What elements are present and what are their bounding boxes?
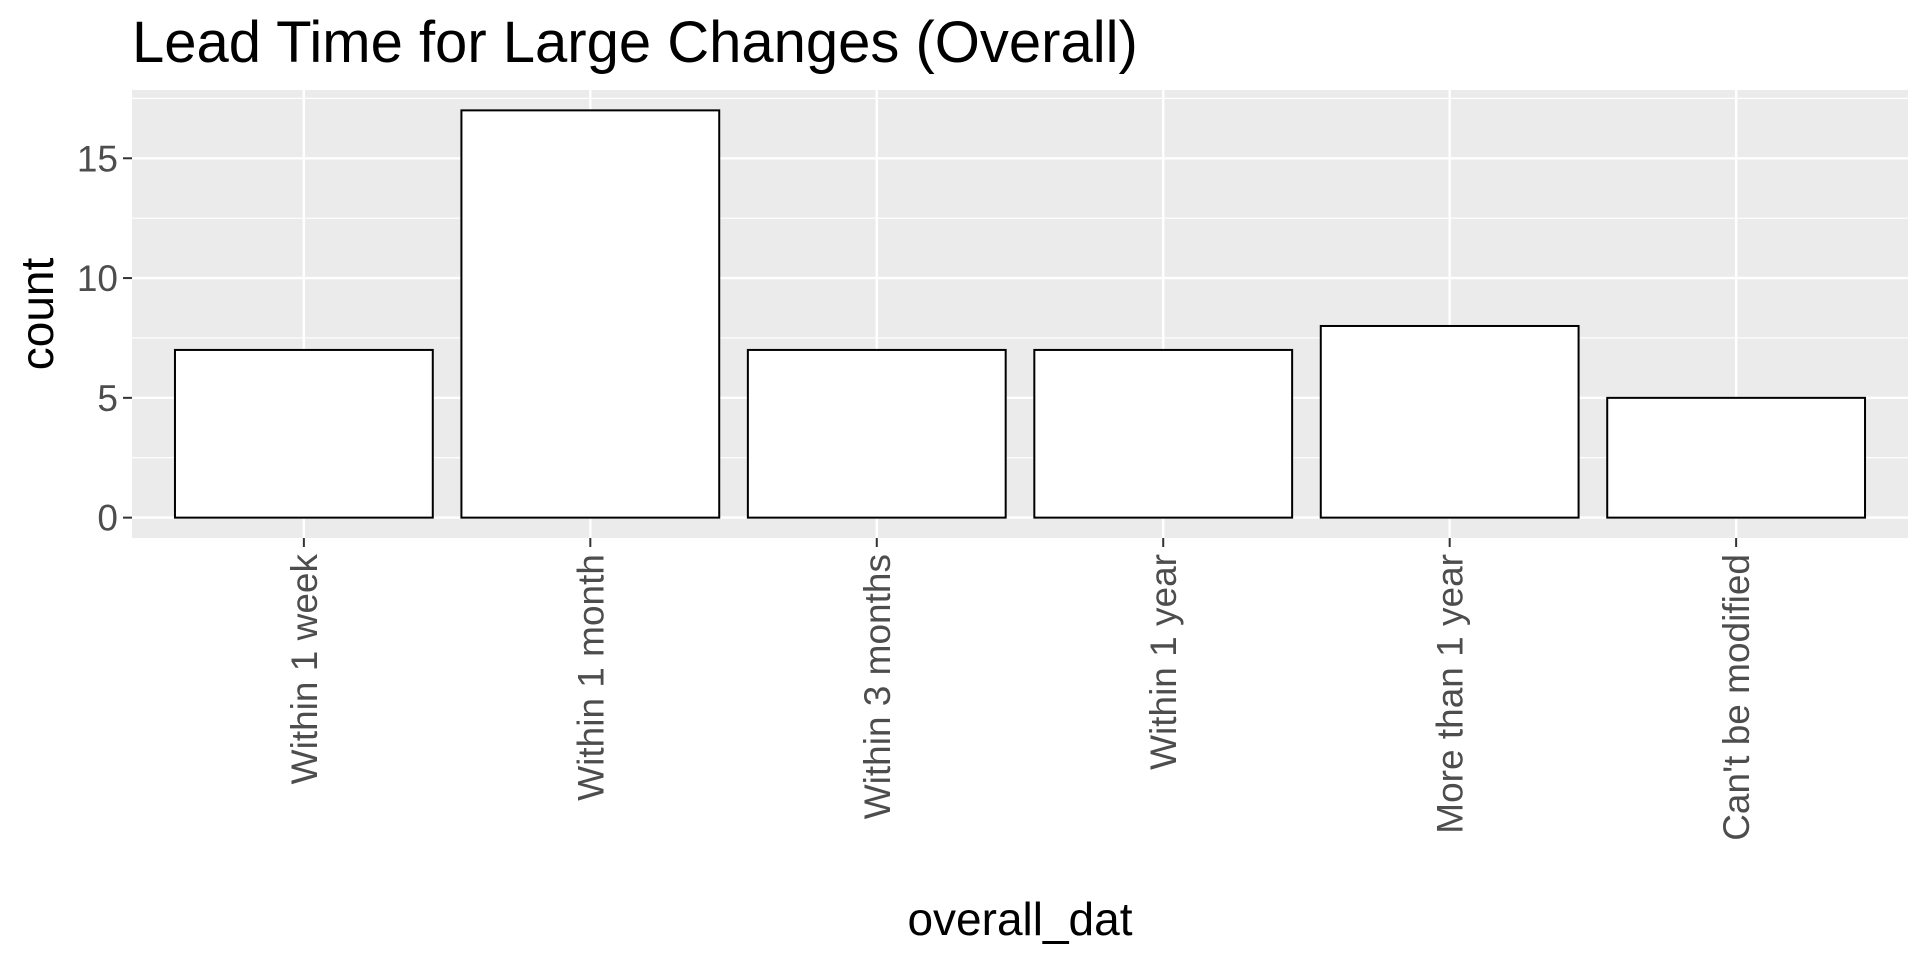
y-axis-title: count xyxy=(11,258,63,371)
y-tick-label: 5 xyxy=(97,378,118,419)
x-axis-title: overall_dat xyxy=(907,893,1132,945)
x-axis: Within 1 week Within 1 month Within 3 mont… xyxy=(284,538,1757,841)
chart-title: Lead Time for Large Changes (Overall) xyxy=(132,10,1138,75)
y-tick-label: 0 xyxy=(97,498,118,539)
bar xyxy=(460,109,721,519)
x-tick-label: Within 1 week xyxy=(284,554,325,785)
x-tick-label: Within 3 months xyxy=(857,554,898,819)
bar xyxy=(746,348,1007,519)
bar xyxy=(1606,396,1867,519)
x-tick-label: Can't be modified xyxy=(1716,554,1757,841)
y-axis: 0 5 10 15 xyxy=(77,138,132,539)
y-tick-label: 10 xyxy=(77,258,118,299)
bars xyxy=(173,109,1867,519)
y-tick-label: 15 xyxy=(77,138,118,179)
bar xyxy=(1319,324,1580,519)
x-tick-label: More than 1 year xyxy=(1430,554,1471,834)
bar xyxy=(1033,348,1294,519)
bar xyxy=(173,348,434,519)
x-tick-label: Within 1 year xyxy=(1143,554,1184,770)
x-tick-label: Within 1 month xyxy=(570,554,611,801)
